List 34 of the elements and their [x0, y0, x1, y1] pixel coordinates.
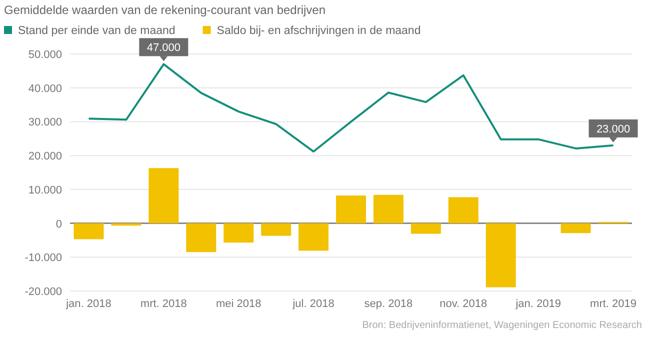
y-tick-label: 10.000 — [28, 184, 62, 196]
y-tick-label: 30.000 — [28, 116, 62, 129]
bar — [486, 223, 516, 288]
y-tick-label: -10.000 — [24, 252, 62, 264]
y-tick-label: 50.000 — [28, 49, 62, 61]
legend-label: Saldo bij- en afschrijvingen in de maand — [216, 25, 421, 37]
bar — [224, 223, 254, 243]
x-tick-label: jul. 2018 — [292, 298, 334, 310]
x-tick-label: jan. 2018 — [65, 298, 112, 310]
annotation: 23.000 — [596, 123, 630, 136]
y-tick-label: 40.000 — [28, 82, 62, 95]
bar — [410, 223, 441, 234]
bar — [298, 223, 329, 251]
x-tick-label: sep. 2018 — [364, 298, 413, 310]
bar — [373, 194, 404, 224]
x-tick-label: mei 2018 — [216, 298, 262, 310]
annotation: 47.000 — [146, 42, 180, 54]
x-tick-label: jan. 2019 — [514, 298, 561, 310]
x-tick-label: mrt. 2018 — [140, 298, 187, 310]
bar — [336, 196, 366, 224]
y-tick-label: 0 — [56, 218, 62, 230]
y-tick-label: -20.000 — [24, 286, 62, 298]
bar — [186, 223, 216, 252]
y-tick-label: 20.000 — [28, 150, 62, 163]
legend-label: Stand per einde van de maand — [18, 25, 176, 37]
bar — [560, 223, 591, 234]
x-tick-label: nov. 2018 — [440, 298, 488, 310]
chart-title: Gemiddelde waarden van de rekening-courant van bedrijven — [4, 3, 326, 17]
x-tick-label: mrt. 2019 — [590, 298, 636, 310]
bar — [448, 197, 478, 224]
text: Bron: Bedrijveninformatienet, Wageningen Economic Research — [362, 320, 642, 331]
bar — [148, 168, 179, 224]
bar — [261, 223, 292, 236]
bar — [74, 223, 104, 240]
